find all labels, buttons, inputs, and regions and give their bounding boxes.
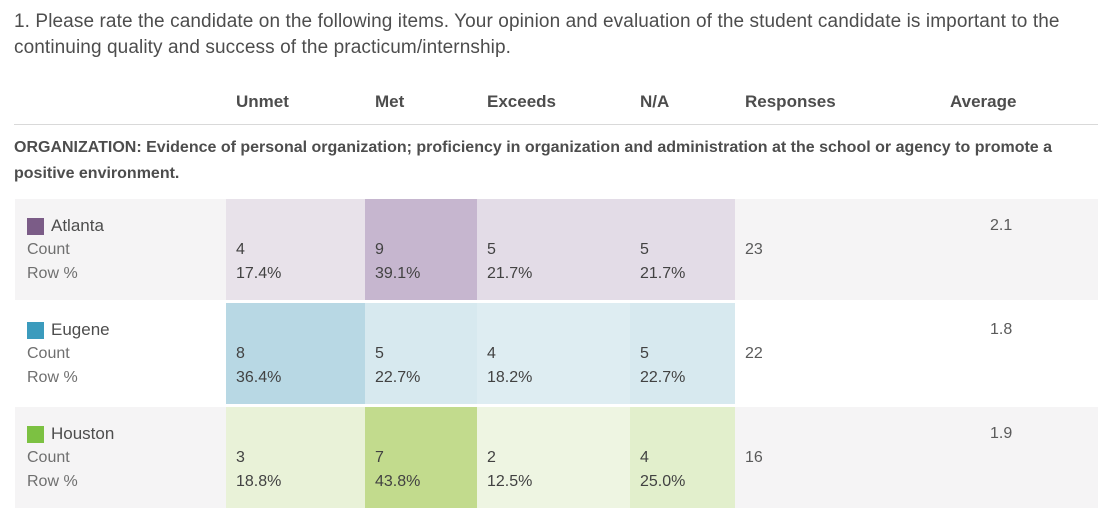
cell-count: 5 <box>640 241 649 258</box>
responses-value: 16 <box>745 449 763 466</box>
table-row-atlanta: Atlanta Count Row % 4 17.4% 9 39.1% 5 21… <box>15 199 1098 300</box>
cell-met: 7 43.8% <box>365 407 477 508</box>
column-header-unmet: Unmet <box>236 92 289 111</box>
cell-unmet: 4 17.4% <box>226 199 365 300</box>
cell-average: 1.9 <box>938 407 1098 508</box>
cell-exceeds: 5 21.7% <box>477 199 630 300</box>
average-value: 1.8 <box>990 321 1013 338</box>
cell-pct: 21.7% <box>640 265 686 282</box>
count-label: Count <box>27 345 70 362</box>
column-header-na: N/A <box>640 92 670 111</box>
cell-responses: 23 <box>735 199 938 300</box>
cell-pct: 43.8% <box>375 473 421 490</box>
table-header-row: Unmet Met Exceeds N/A Responses Average <box>15 92 1098 112</box>
column-header-exceeds: Exceeds <box>487 92 556 111</box>
cell-pct: 18.2% <box>487 369 533 386</box>
row-pct-label: Row % <box>27 473 78 490</box>
cell-unmet: 3 18.8% <box>226 407 365 508</box>
row-label-cell: Atlanta Count Row % <box>15 199 226 300</box>
cell-responses: 16 <box>735 407 938 508</box>
city-name: Atlanta <box>51 216 104 235</box>
cell-exceeds: 2 12.5% <box>477 407 630 508</box>
cell-na: 5 21.7% <box>630 199 735 300</box>
cell-count: 5 <box>375 345 384 362</box>
cell-count: 4 <box>487 345 496 362</box>
cell-pct: 25.0% <box>640 473 686 490</box>
cell-pct: 18.8% <box>236 473 282 490</box>
cell-count: 3 <box>236 449 245 466</box>
cell-met: 5 22.7% <box>365 303 477 404</box>
responses-value: 23 <box>745 241 763 258</box>
legend-swatch-eugene <box>27 321 44 339</box>
cell-count: 2 <box>487 449 496 466</box>
cell-pct: 12.5% <box>487 473 533 490</box>
legend-swatch-houston <box>27 425 44 443</box>
cell-pct: 22.7% <box>375 369 421 386</box>
cell-pct: 39.1% <box>375 265 421 282</box>
cell-na: 4 25.0% <box>630 407 735 508</box>
count-label: Count <box>27 241 70 258</box>
cell-average: 1.8 <box>938 303 1098 404</box>
average-value: 2.1 <box>990 217 1013 234</box>
header-divider <box>14 124 1098 125</box>
legend-swatch-atlanta <box>27 217 44 235</box>
column-header-average: Average <box>950 92 1017 111</box>
city-name: Eugene <box>51 320 110 339</box>
cell-met: 9 39.1% <box>365 199 477 300</box>
cell-exceeds: 4 18.2% <box>477 303 630 404</box>
column-header-met: Met <box>375 92 405 111</box>
cell-count: 7 <box>375 449 384 466</box>
row-pct-label: Row % <box>27 369 78 386</box>
question-title: 1. Please rate the candidate on the foll… <box>14 11 1060 58</box>
cell-count: 5 <box>487 241 496 258</box>
cell-pct: 36.4% <box>236 369 282 386</box>
row-label-cell: Eugene Count Row % <box>15 303 226 404</box>
cell-count: 9 <box>375 241 384 258</box>
column-header-responses: Responses <box>745 92 836 111</box>
city-line: Houston <box>27 422 226 446</box>
table-row-eugene: Eugene Count Row % 8 36.4% 5 22.7% 4 18.… <box>15 303 1098 404</box>
cell-unmet: 8 36.4% <box>226 303 365 404</box>
cell-count: 4 <box>640 449 649 466</box>
count-label: Count <box>27 449 70 466</box>
cell-average: 2.1 <box>938 199 1098 300</box>
cell-responses: 22 <box>735 303 938 404</box>
average-value: 1.9 <box>990 425 1013 442</box>
row-pct-label: Row % <box>27 265 78 282</box>
city-name: Houston <box>51 424 115 443</box>
row-label-cell: Houston Count Row % <box>15 407 226 508</box>
cell-count: 8 <box>236 345 245 362</box>
city-line: Atlanta <box>27 214 226 238</box>
city-line: Eugene <box>27 318 226 342</box>
table-row-houston: Houston Count Row % 3 18.8% 7 43.8% 2 12… <box>15 407 1098 508</box>
cell-count: 4 <box>236 241 245 258</box>
table-body: Atlanta Count Row % 4 17.4% 9 39.1% 5 21… <box>15 199 1098 508</box>
cell-na: 5 22.7% <box>630 303 735 404</box>
cell-pct: 21.7% <box>487 265 533 282</box>
cell-pct: 17.4% <box>236 265 282 282</box>
cell-pct: 22.7% <box>640 369 686 386</box>
cell-count: 5 <box>640 345 649 362</box>
section-heading: ORGANIZATION: Evidence of personal organ… <box>14 139 1053 182</box>
header-spacer <box>15 92 226 112</box>
responses-value: 22 <box>745 345 763 362</box>
